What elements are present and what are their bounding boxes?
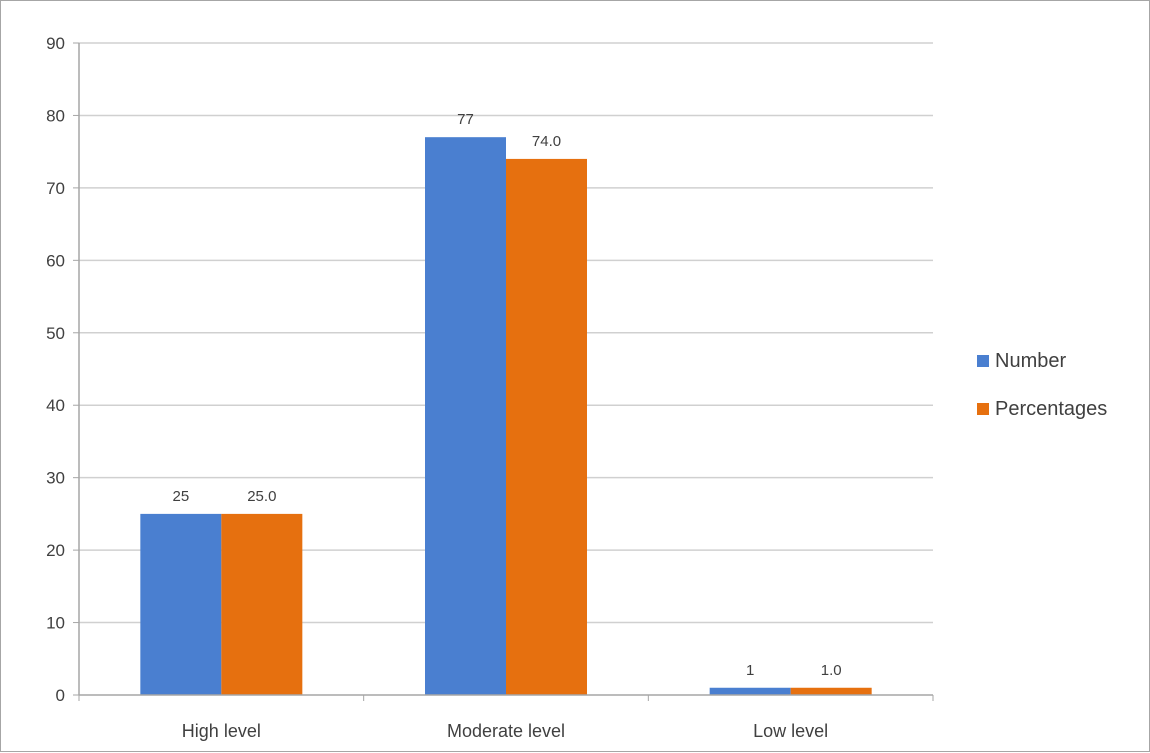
legend-swatch-number	[977, 355, 989, 367]
legend-label-percentages: Percentages	[995, 398, 1107, 420]
data-label: 25.0	[247, 488, 276, 505]
x-tick-label: Moderate level	[447, 721, 565, 741]
data-label: 1	[746, 662, 754, 679]
y-tick-label: 80	[46, 106, 65, 125]
x-tick-label: Low level	[753, 721, 828, 741]
data-label: 25	[172, 488, 189, 505]
y-tick-label: 40	[46, 396, 65, 415]
legend-label-number: Number	[995, 350, 1066, 372]
y-tick-label: 50	[46, 324, 65, 343]
legend: Number Percentages	[977, 350, 1107, 420]
bar-number-0	[140, 513, 222, 695]
bar-percentages-2	[790, 687, 872, 695]
x-tick-label: High level	[182, 721, 261, 741]
bar-number-1	[425, 137, 506, 695]
y-tick-label: 20	[46, 541, 65, 560]
legend-swatch-percentages	[977, 403, 989, 415]
y-tick-label: 30	[46, 469, 65, 488]
bar-percentages-1	[506, 158, 587, 695]
bars	[140, 137, 872, 695]
data-label: 74.0	[532, 133, 561, 150]
y-tick-label: 60	[46, 251, 65, 270]
y-tick-label: 0	[56, 686, 65, 705]
bar-number-2	[709, 687, 791, 695]
axes: 0 10 20 30 40 50 60 70 80 90 High level Moderate le…	[46, 34, 934, 741]
bar-percentages-0	[221, 513, 303, 695]
y-tick-label: 70	[46, 179, 65, 198]
data-label: 77	[457, 111, 474, 128]
y-tick-label: 90	[46, 34, 65, 53]
data-label: 1.0	[821, 662, 842, 679]
data-labels: 25 77 1 25.0 74.0 1.0	[172, 111, 841, 679]
y-tick-label: 10	[46, 614, 65, 633]
